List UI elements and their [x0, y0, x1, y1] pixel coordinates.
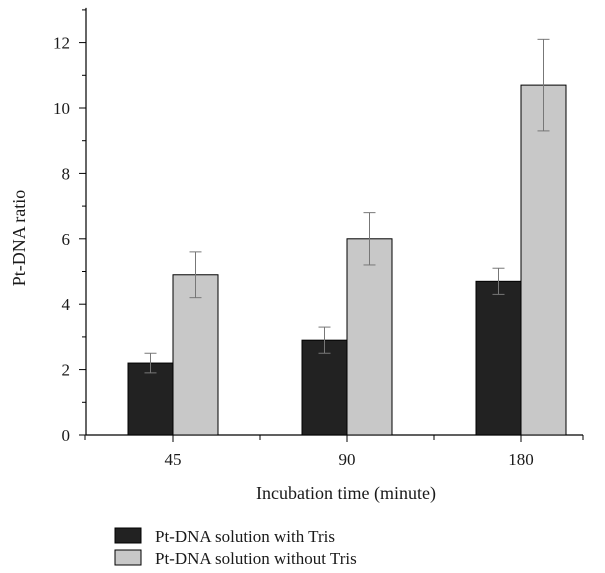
legend-swatch-without-tris: [114, 549, 142, 566]
x-tick-label: 45: [165, 450, 182, 469]
x-tick-label: 180: [508, 450, 534, 469]
y-tick-label: 2: [62, 361, 71, 380]
legend-label-with-tris: Pt-DNA solution with Tris: [155, 527, 335, 546]
y-tick-labels: 0 2 4 6 8 10 12: [53, 34, 71, 445]
bar-with-tris-45: [127, 362, 174, 436]
x-axis-title: Incubation time (minute): [256, 483, 436, 504]
y-axis-title: Pt-DNA ratio: [9, 190, 29, 287]
y-tick-label: 8: [62, 164, 71, 183]
bar-without-tris-180: [520, 84, 567, 436]
legend-swatch-with-tris: [114, 527, 142, 544]
chart-legend: Pt-DNA solution with Tris Pt-DNA solutio…: [114, 527, 357, 568]
chart-error-bars: [144, 38, 550, 374]
y-tick-label: 12: [53, 34, 70, 53]
x-tick-label: 90: [339, 450, 356, 469]
y-tick-label: 0: [62, 426, 71, 445]
y-tick-label: 4: [62, 295, 71, 314]
y-tick-label: 10: [53, 99, 70, 118]
bar-with-tris-180: [475, 280, 522, 436]
bar-with-tris-90: [301, 339, 348, 436]
y-tick-label: 6: [62, 230, 71, 249]
bar-without-tris-45: [172, 274, 219, 436]
chart-bars: [127, 84, 567, 436]
bar-without-tris-90: [346, 238, 393, 436]
legend-label-without-tris: Pt-DNA solution without Tris: [155, 549, 357, 568]
x-tick-labels: 45 90 180: [165, 450, 534, 469]
